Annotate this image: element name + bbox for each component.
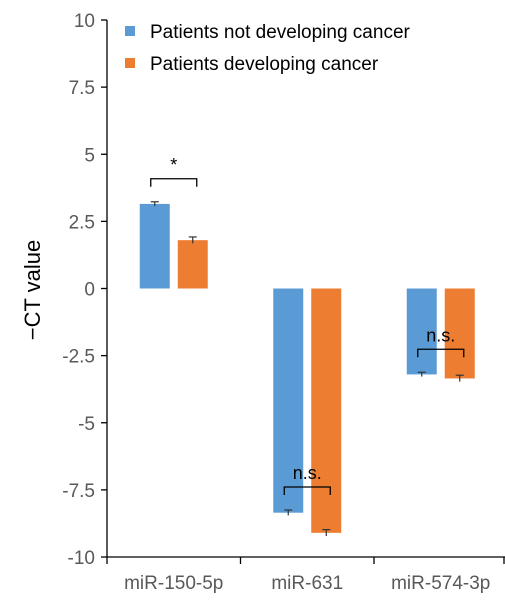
bar-developing — [444, 288, 475, 379]
legend-swatch — [125, 26, 135, 36]
y-tick-label: 10 — [74, 11, 95, 32]
bar-not-developing — [406, 288, 437, 375]
y-tick-label: 5 — [84, 145, 95, 166]
bar-not-developing — [139, 203, 170, 289]
bar-not-developing — [273, 288, 304, 513]
bar-developing — [177, 240, 208, 289]
y-tick-label: 0 — [84, 280, 95, 301]
y-axis-label: −CT value — [20, 240, 45, 340]
x-tick-label: miR-574-3p — [391, 573, 490, 594]
y-tick-label: -2.5 — [62, 347, 95, 368]
legend-swatch — [125, 58, 135, 68]
y-axis: 10 7.5 5 2.5 0 -2.5 -5 -7.5 -10 — [62, 11, 108, 569]
significance-label: n.s. — [293, 463, 322, 483]
significance-annotations: * n.s. n.s. — [150, 155, 465, 496]
y-tick-label: -10 — [68, 548, 95, 569]
significance-label: * — [170, 155, 177, 175]
legend: Patients not developing cancer Patients d… — [125, 22, 411, 75]
significance-bracket — [283, 486, 331, 496]
y-tick-label: -5 — [78, 414, 95, 435]
y-tick-label: 7.5 — [69, 78, 95, 99]
significance-label: n.s. — [426, 325, 455, 345]
legend-label: Patients developing cancer — [150, 54, 379, 75]
significance-bracket — [417, 348, 465, 358]
bar-developing — [311, 288, 342, 533]
x-tick-label: miR-631 — [271, 573, 343, 594]
bars — [139, 201, 475, 537]
x-axis: miR-150-5p miR-631 miR-574-3p — [106, 556, 505, 594]
legend-label: Patients not developing cancer — [150, 22, 411, 43]
y-tick-label: 2.5 — [69, 212, 95, 233]
y-tick-label: -7.5 — [62, 481, 95, 502]
x-tick-label: miR-150-5p — [124, 573, 223, 594]
significance-bracket — [150, 178, 198, 187]
